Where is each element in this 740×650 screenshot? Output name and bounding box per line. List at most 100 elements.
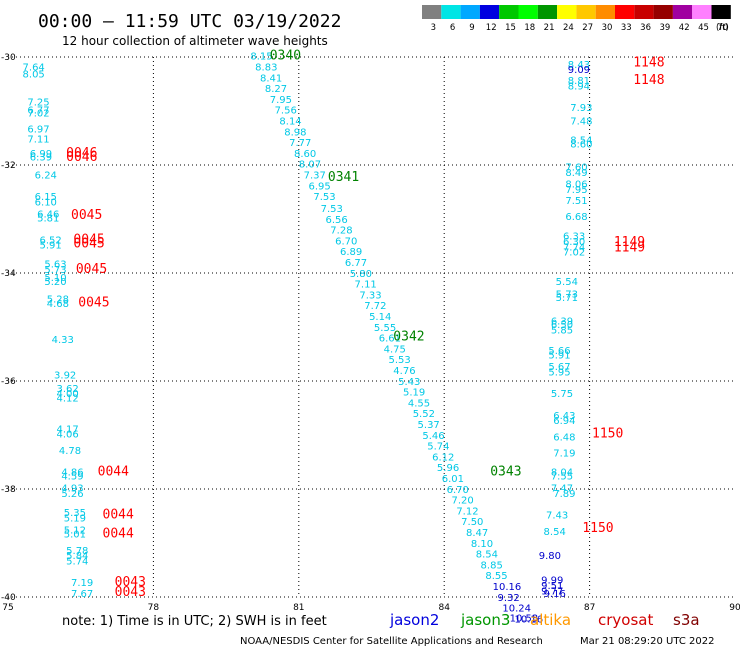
legend-swatch (595, 5, 615, 19)
wave-height-point: 7.60 (565, 162, 587, 173)
wave-height-point: 8.98 (284, 127, 306, 138)
wave-height-point: 5.35 (64, 508, 86, 519)
satellite-jason2: jason2 (389, 611, 439, 629)
wave-height-point: 8.83 (255, 63, 277, 74)
x-tick-label: 75 (2, 603, 13, 613)
wave-height-labels: 7.648.057.256.777.026.977.116.996.396.24… (23, 52, 593, 626)
wave-height-point: 6.10 (35, 198, 57, 209)
time-label: 1148 (633, 56, 664, 71)
wave-height-point: 5.28 (47, 295, 69, 306)
time-label: 0043 (115, 585, 146, 600)
time-label: 1150 (582, 521, 613, 536)
wave-height-point: 6.12 (432, 452, 454, 463)
wave-height-point: 7.11 (355, 280, 377, 291)
wave-height-point: 4.78 (59, 446, 81, 457)
wave-height-point: 8.10 (471, 539, 493, 550)
y-tick-label: -36 (1, 377, 16, 387)
wave-height-point: 8.94 (568, 81, 590, 92)
legend-value-label: 12 (486, 23, 497, 33)
wave-height-point: 4.93 (61, 484, 83, 495)
satellite-jason3: jason3 (460, 611, 510, 629)
legend-value-label: 3 (431, 23, 436, 33)
legend-swatch (479, 5, 500, 19)
wave-height-point: 5.37 (418, 420, 440, 431)
time-label: 0046 (66, 146, 97, 161)
wave-height-point: 4.76 (393, 366, 415, 377)
legend-swatch (537, 5, 558, 19)
wave-height-point: 5.74 (427, 442, 449, 453)
wave-height-point: 5.67 (548, 362, 570, 373)
wave-height-point: 8.04 (551, 468, 573, 479)
wave-height-point: 9.16 (544, 589, 566, 600)
wave-height-point: 4.33 (52, 335, 74, 346)
wave-height-point: 7.64 (23, 63, 45, 74)
satellite-s3a: s3a (673, 611, 700, 629)
wave-height-point: 4.06 (56, 430, 78, 441)
wave-height-point: 5.01 (64, 530, 86, 541)
wave-height-point: 6.43 (553, 411, 575, 422)
wave-height-point: 6.01 (442, 474, 464, 485)
wave-height-point: 6.99 (30, 149, 52, 160)
wave-height-point: 6.70 (447, 485, 469, 496)
legend-swatch (672, 5, 693, 19)
wave-height-point: 9.51 (541, 581, 563, 592)
legend-value-label: 30 (602, 23, 613, 33)
wave-height-point: 7.95 (270, 95, 292, 106)
time-label: 0340 (270, 49, 301, 64)
legend-swatch (692, 5, 712, 19)
wave-height-point: 9.80 (539, 551, 561, 562)
wave-height-point: 5.43 (398, 377, 420, 388)
wave-height-point: 6.39 (30, 153, 52, 164)
wave-height-point: 8.14 (279, 117, 301, 128)
time-label: 0044 (98, 465, 129, 480)
wave-height-point: 5.73 (44, 265, 66, 276)
satellite-cryosat: cryosat (598, 611, 653, 629)
wave-height-point: 7.95 (565, 185, 587, 196)
axis-ticks: 75 78 81 84 87 90 -30 -32 -34 -36 -38 -40 (1, 53, 740, 613)
time-label: 0341 (328, 170, 359, 185)
time-label: 1149 (614, 235, 645, 250)
wave-height-point: 5.71 (556, 293, 578, 304)
time-label: 0045 (73, 237, 104, 252)
legend-value-label: 21 (544, 23, 555, 33)
wave-height-point: 5.84 (66, 551, 88, 562)
wave-height-point: 6.30 (563, 237, 585, 248)
wave-height-point: 7.25 (27, 98, 49, 109)
wave-height-point: 10.16 (493, 582, 522, 593)
wave-height-point: 5.78 (66, 546, 88, 557)
wave-height-point: 7.74 (563, 242, 585, 253)
legend-value-label: 45 (698, 23, 709, 33)
wave-height-point: 5.73 (556, 289, 578, 300)
legend-value-label: 27 (582, 23, 593, 33)
credit-line: NOAA/NESDIS Center for Satellite Applica… (240, 636, 543, 647)
legend-swatch (711, 5, 731, 19)
wave-height-point: 9.99 (541, 576, 563, 587)
time-label: 0043 (115, 575, 146, 590)
wave-height-point: 8.85 (481, 560, 503, 571)
wave-height-point: 5.95 (548, 368, 570, 379)
wave-height-point: 3.62 (56, 384, 78, 395)
chart-subtitle: 12 hour collection of altimeter wave hei… (62, 34, 328, 48)
wave-height-point: 7.77 (289, 138, 311, 149)
wave-height-point: 7.67 (71, 589, 93, 600)
legend-value-label: 70 (717, 23, 728, 33)
wave-height-point: 8.06 (565, 180, 587, 191)
x-tick-label: 81 (293, 603, 304, 613)
wave-height-point: 5.14 (369, 312, 391, 323)
wave-height-point: 7.89 (553, 489, 575, 500)
wave-height-point: 6.33 (563, 232, 585, 243)
time-label: 0046 (66, 150, 97, 165)
wave-height-point: 4.86 (61, 468, 83, 479)
wave-height-point: 5.66 (548, 346, 570, 357)
wave-height-point: 6.24 (35, 171, 57, 182)
chart-title: 00:00 – 11:59 UTC 03/19/2022 (38, 11, 341, 32)
wave-height-point: 6.61 (379, 334, 401, 345)
wave-height-point: 5.54 (556, 277, 578, 288)
wave-height-point: 7.56 (275, 106, 297, 117)
time-label: 1149 (614, 240, 645, 255)
wave-height-point: 4.17 (56, 424, 78, 435)
legend-value-label: 15 (505, 23, 516, 33)
satellite-altika: altika (530, 611, 571, 629)
wave-height-point: 7.02 (27, 108, 49, 119)
legend-swatch (460, 5, 480, 19)
